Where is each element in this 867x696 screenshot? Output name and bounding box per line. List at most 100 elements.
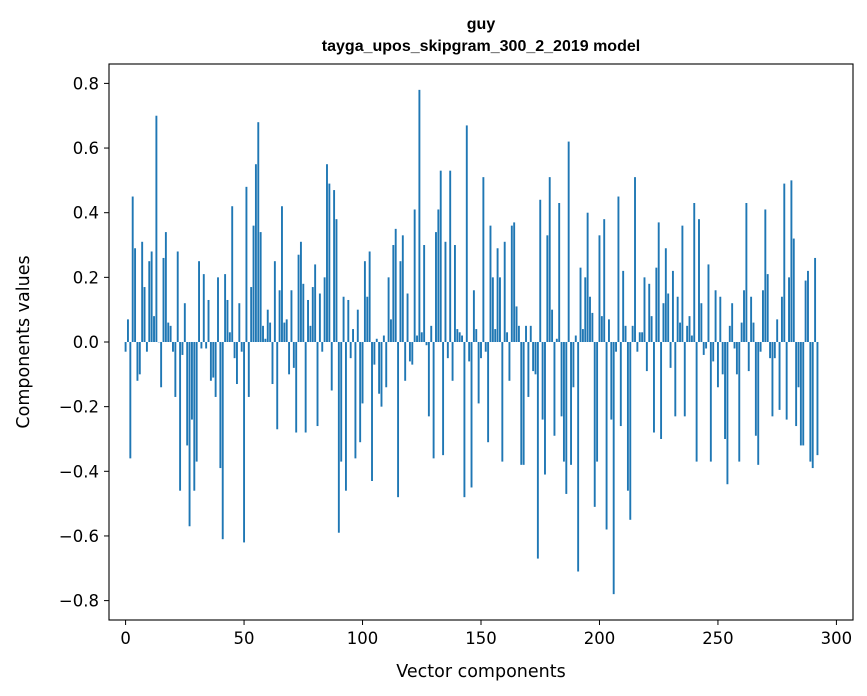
bar-100 xyxy=(361,342,364,404)
bar-99 xyxy=(359,342,362,443)
y-tick-label: 0.4 xyxy=(73,204,99,223)
bar-111 xyxy=(387,277,390,342)
bar-4 xyxy=(134,248,137,342)
bar-34 xyxy=(205,342,208,349)
bar-23 xyxy=(179,342,182,491)
bar-38 xyxy=(214,342,217,397)
x-tick-label: 300 xyxy=(821,629,853,648)
bar-186 xyxy=(565,342,568,494)
y-tick-label: 0.2 xyxy=(73,268,99,287)
bar-276 xyxy=(778,342,781,410)
bar-216 xyxy=(636,342,639,352)
bar-108 xyxy=(380,342,383,407)
y-tick-label: −0.8 xyxy=(59,592,99,611)
bar-233 xyxy=(676,296,679,342)
bar-149 xyxy=(477,342,480,404)
y-tick-label: 0.0 xyxy=(73,333,99,352)
bar-259 xyxy=(738,342,741,462)
bar-56 xyxy=(257,122,260,342)
bar-200 xyxy=(598,235,601,342)
bar-129 xyxy=(430,325,433,342)
bar-60 xyxy=(266,309,269,342)
bar-253 xyxy=(724,342,726,439)
bar-114 xyxy=(394,228,397,342)
bar-165 xyxy=(515,306,518,342)
bar-120 xyxy=(408,342,411,362)
bar-283 xyxy=(795,342,798,427)
bar-225 xyxy=(657,222,660,342)
x-tick-label: 0 xyxy=(120,629,131,648)
bar-30 xyxy=(195,342,198,462)
bar-72 xyxy=(295,342,298,433)
bar-167 xyxy=(520,342,523,465)
bar-234 xyxy=(679,322,681,342)
bar-107 xyxy=(378,342,381,394)
bar-103 xyxy=(368,251,371,342)
bar-83 xyxy=(321,342,324,352)
bar-113 xyxy=(392,245,395,342)
bar-28 xyxy=(190,342,193,420)
chart-title: guy xyxy=(467,16,496,33)
bar-252 xyxy=(721,342,724,375)
x-tick-label: 100 xyxy=(347,629,379,648)
bar-110 xyxy=(385,342,388,388)
bar-63 xyxy=(273,261,276,342)
bar-117 xyxy=(401,235,404,342)
bar-48 xyxy=(238,303,241,342)
bar-266 xyxy=(754,342,757,436)
bar-172 xyxy=(532,342,535,372)
bar-1 xyxy=(127,319,129,342)
bar-133 xyxy=(439,170,442,342)
bar-58 xyxy=(262,325,264,342)
bar-151 xyxy=(482,177,485,342)
bar-88 xyxy=(333,190,336,342)
bar-227 xyxy=(662,303,665,342)
bar-9 xyxy=(145,342,148,352)
bar-144 xyxy=(465,125,468,342)
bar-156 xyxy=(494,329,497,342)
bar-281 xyxy=(790,180,793,342)
bar-210 xyxy=(622,270,625,342)
bar-59 xyxy=(264,338,267,342)
bar-262 xyxy=(745,203,748,342)
bar-8 xyxy=(143,287,146,342)
bar-39 xyxy=(217,277,219,342)
bar-164 xyxy=(513,222,516,342)
bar-2 xyxy=(129,342,132,459)
bar-246 xyxy=(707,264,710,342)
bar-132 xyxy=(437,209,440,342)
bar-80 xyxy=(314,264,317,342)
bar-25 xyxy=(183,303,186,342)
bar-202 xyxy=(603,219,606,342)
bar-237 xyxy=(686,325,689,342)
bar-131 xyxy=(435,232,437,342)
bar-217 xyxy=(638,332,641,342)
bar-274 xyxy=(773,342,776,359)
bar-143 xyxy=(463,342,466,498)
bar-209 xyxy=(619,342,622,427)
bar-248 xyxy=(712,342,715,362)
bar-139 xyxy=(453,245,456,342)
bar-267 xyxy=(757,342,760,465)
y-tick-label: −0.2 xyxy=(59,398,99,417)
bar-218 xyxy=(641,332,644,342)
bar-254 xyxy=(726,342,729,485)
y-tick-label: 0.8 xyxy=(73,74,99,93)
bar-174 xyxy=(536,342,539,559)
bar-68 xyxy=(285,319,288,342)
bar-105 xyxy=(373,342,376,365)
bar-277 xyxy=(780,296,783,342)
bar-179 xyxy=(548,177,551,342)
bar-270 xyxy=(764,209,767,342)
bar-183 xyxy=(558,203,561,342)
bar-137 xyxy=(449,170,452,342)
bar-153 xyxy=(487,342,490,443)
bar-67 xyxy=(283,322,286,342)
bar-282 xyxy=(792,238,795,342)
bar-69 xyxy=(288,342,291,375)
bar-20 xyxy=(172,342,174,352)
bar-212 xyxy=(626,342,629,491)
bar-64 xyxy=(276,342,279,430)
bar-50 xyxy=(243,342,246,543)
bar-256 xyxy=(731,303,734,342)
